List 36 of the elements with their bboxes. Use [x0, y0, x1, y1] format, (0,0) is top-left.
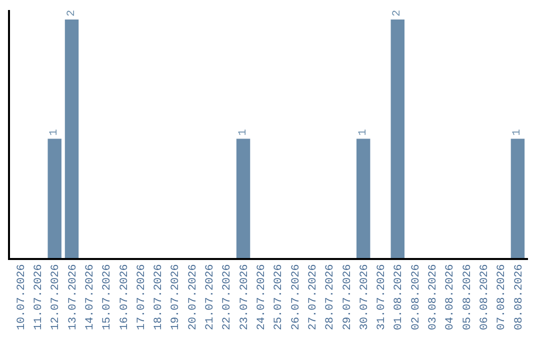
- x-tick-label: 12.07.2026: [50, 264, 62, 330]
- x-tick-label: 05.08.2026: [462, 264, 474, 330]
- data-label: 1: [512, 128, 524, 136]
- x-tick-label: 16.07.2026: [118, 264, 131, 330]
- x-tick-label: 21.07.2026: [204, 264, 217, 330]
- x-tick-label: 27.07.2026: [307, 264, 320, 330]
- x-tick-label: 20.07.2026: [187, 264, 200, 330]
- x-tick-label: 13.07.2026: [67, 264, 80, 330]
- x-tick-label: 10.07.2026: [16, 264, 28, 330]
- x-tick-label: 18.07.2026: [153, 264, 166, 330]
- x-tick-label: 23.07.2026: [238, 264, 251, 330]
- x-tick-label: 01.08.2026: [393, 264, 406, 330]
- x-tick-label: 24.07.2026: [256, 264, 268, 330]
- x-tick-label: 19.07.2026: [170, 264, 182, 330]
- x-tick-label: 28.07.2026: [324, 264, 337, 330]
- x-tick-label: 25.07.2026: [273, 264, 286, 330]
- x-tick-label: 04.08.2026: [444, 264, 457, 330]
- x-tick-label: 31.07.2026: [376, 264, 388, 330]
- x-tick-label: 15.07.2026: [102, 264, 114, 330]
- x-tick-label: 30.07.2026: [358, 264, 371, 330]
- x-tick-label: 11.07.2026: [33, 264, 46, 330]
- x-tick-label: 02.08.2026: [410, 264, 422, 330]
- x-tick-label: 22.07.2026: [222, 264, 234, 330]
- data-label: 1: [237, 128, 250, 136]
- data-label: 1: [48, 128, 61, 136]
- x-tick-label: 06.08.2026: [478, 264, 491, 330]
- x-tick-label: 29.07.2026: [342, 264, 354, 330]
- x-tick-label: 14.07.2026: [84, 264, 96, 330]
- x-tick-label: 26.07.2026: [290, 264, 302, 330]
- x-tick-label: 03.08.2026: [428, 264, 440, 330]
- x-tick-label: 08.08.2026: [513, 264, 526, 330]
- x-tick-label: 17.07.2026: [136, 264, 148, 330]
- data-label: 2: [392, 10, 404, 17]
- x-tick-label: 07.08.2026: [496, 264, 508, 330]
- data-label: 1: [357, 128, 370, 136]
- data-label: 2: [66, 10, 78, 17]
